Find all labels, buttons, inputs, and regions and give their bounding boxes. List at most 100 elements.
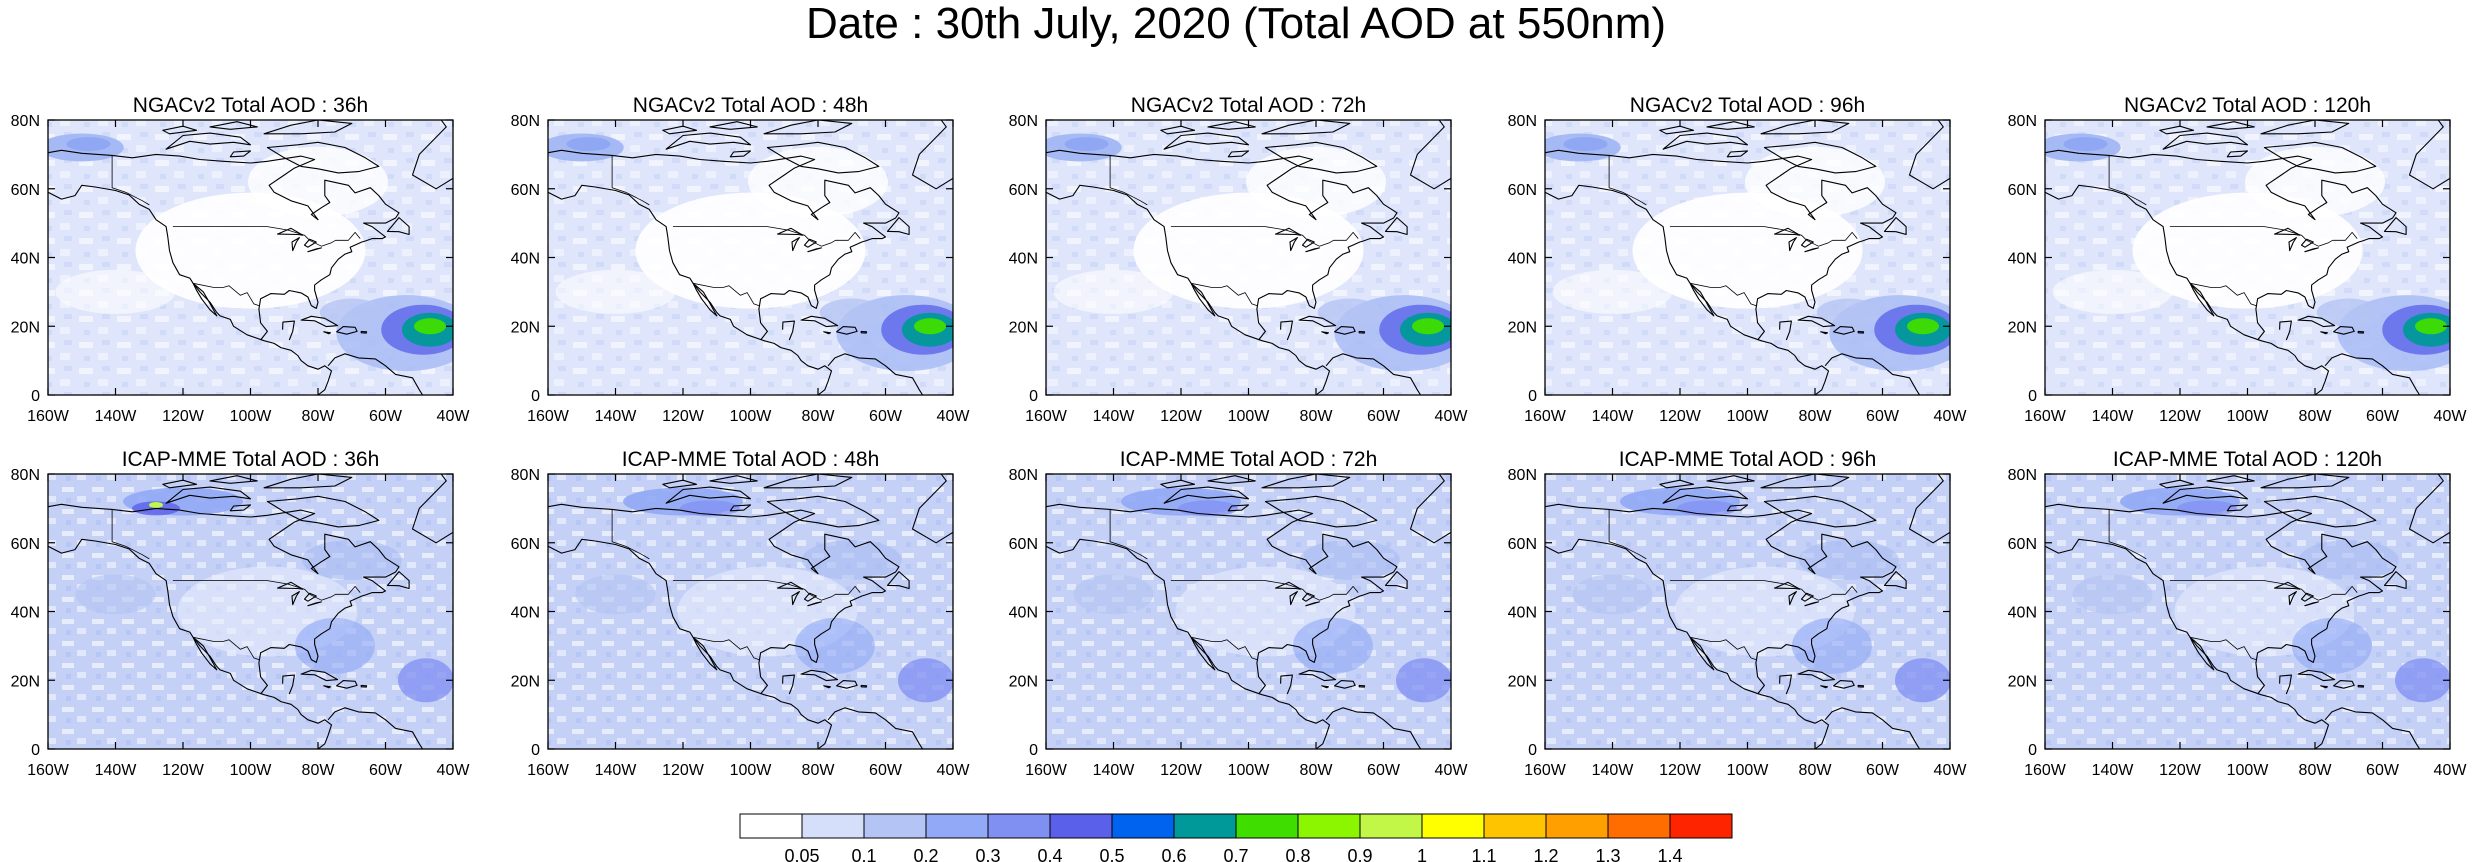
dust-plume-peak — [914, 318, 946, 335]
panel-title: ICAP-MME Total AOD : 120h — [2113, 448, 2382, 471]
dust-plume — [1895, 658, 1950, 703]
dust-plume-tail — [1317, 298, 1382, 327]
aod-region — [1791, 617, 1872, 674]
coastline-baja — [1689, 282, 1715, 317]
lake-outline — [807, 247, 822, 253]
low-aod-region — [1133, 192, 1364, 309]
lake-outline — [1301, 592, 1315, 602]
arctic-plume — [1563, 137, 1608, 152]
coastline-south-america — [327, 707, 424, 749]
panel-title: ICAP-MME Total AOD : 48h — [622, 448, 880, 471]
island-outline — [386, 217, 410, 236]
dust-plume-peak — [1907, 318, 1939, 335]
country-border — [1690, 636, 1758, 661]
coastline-baja — [2189, 282, 2215, 317]
lon-tick-label: 120W — [1659, 762, 1702, 779]
lon-tick-label: 160W — [527, 408, 570, 425]
arctic-plume — [66, 137, 111, 152]
lake-outline — [1274, 581, 1302, 590]
dust-plume — [398, 658, 453, 703]
coastline-baja — [1190, 282, 1216, 317]
lat-tick-label: 80N — [2008, 113, 2037, 130]
lon-tick-label: 40W — [1934, 408, 1968, 425]
country-border — [672, 580, 861, 601]
island-outline — [1298, 669, 1337, 682]
island-outline — [1261, 474, 1351, 489]
island-outline — [1384, 217, 1408, 236]
coastline-greenland — [1356, 120, 1451, 190]
lat-tick-label: 20N — [2008, 319, 2037, 336]
coastline-atlantic — [1046, 503, 1398, 695]
colorbar-box — [987, 813, 1051, 839]
lake-outline — [1773, 227, 1801, 236]
lake-outline — [307, 601, 322, 607]
aod-region — [301, 539, 402, 580]
aod-field — [48, 120, 453, 395]
coastline-baja — [692, 282, 718, 317]
coastline-greenland — [1855, 474, 1950, 544]
island-outline — [1760, 474, 1850, 489]
panel-title: NGACv2 Total AOD : 96h — [1630, 94, 1865, 117]
lat-tick-label: 60N — [11, 182, 40, 199]
island-outline — [336, 326, 358, 335]
country-border — [111, 155, 150, 206]
dust-plume-tail — [2316, 298, 2381, 327]
lon-tick-label: 140W — [595, 408, 638, 425]
aod-field — [1046, 474, 1451, 749]
lake-outline — [2304, 247, 2319, 253]
island-outline — [1820, 685, 1829, 689]
lat-tick-label: 40N — [11, 605, 40, 622]
aod-field — [1046, 120, 1451, 395]
aod-field — [1545, 474, 1950, 749]
island-outline — [1883, 217, 1907, 236]
dust-plume-tail — [819, 298, 884, 327]
island-outline — [1163, 132, 1250, 150]
panel-title: NGACv2 Total AOD : 72h — [1131, 94, 1366, 117]
island-outline — [1833, 326, 1855, 335]
country-border — [1608, 509, 1647, 560]
lon-tick-label: 80W — [2299, 408, 2333, 425]
lon-tick-label: 160W — [2024, 408, 2067, 425]
coastlines — [1046, 474, 1451, 749]
map-panel: NGACv2 Total AOD : 96h 80N 60N 40N 20N 0 160W 1… — [1508, 94, 1968, 425]
coastline-south-america — [827, 353, 924, 395]
lake-outline — [776, 227, 804, 236]
lon-tick-label: 100W — [230, 408, 273, 425]
low-aod-region — [1632, 192, 1863, 309]
lat-tick-label: 60N — [1009, 182, 1038, 199]
coastline-baja — [192, 282, 218, 317]
island-outline — [2263, 141, 2377, 174]
island-outline — [1662, 486, 1749, 504]
island-outline — [1163, 486, 1250, 504]
country-border — [2169, 580, 2358, 601]
lake-outline — [2300, 592, 2314, 602]
island-outline — [360, 684, 368, 688]
coastline-greenland — [2355, 474, 2450, 544]
island-outline — [2206, 475, 2255, 484]
lake-outline — [1274, 227, 1302, 236]
colorbar-box — [1049, 813, 1113, 839]
island-outline — [1726, 504, 1749, 512]
lake-outline — [307, 247, 322, 253]
colorbar-box — [801, 813, 865, 839]
lat-tick-label: 20N — [1508, 673, 1537, 690]
island-outline — [1857, 684, 1865, 688]
low-aod-region — [635, 192, 866, 309]
lon-tick-label: 100W — [2227, 408, 2270, 425]
colorbar-label: 0.2 — [913, 846, 938, 862]
lon-tick-label: 160W — [27, 762, 70, 779]
lon-tick-label: 160W — [1524, 408, 1567, 425]
island-outline — [209, 121, 258, 130]
lon-tick-label: 80W — [1300, 408, 1334, 425]
lake-outline — [1788, 591, 1797, 606]
lon-tick-label: 120W — [2159, 408, 2202, 425]
coastline-yucatan — [782, 320, 795, 341]
island-outline — [1334, 326, 1356, 335]
coastline-south-america — [827, 707, 924, 749]
country-border — [2169, 226, 2358, 247]
low-aod-region — [2245, 146, 2385, 217]
country-border — [1170, 580, 1359, 601]
lon-tick-label: 80W — [302, 408, 336, 425]
island-outline — [2260, 474, 2350, 489]
